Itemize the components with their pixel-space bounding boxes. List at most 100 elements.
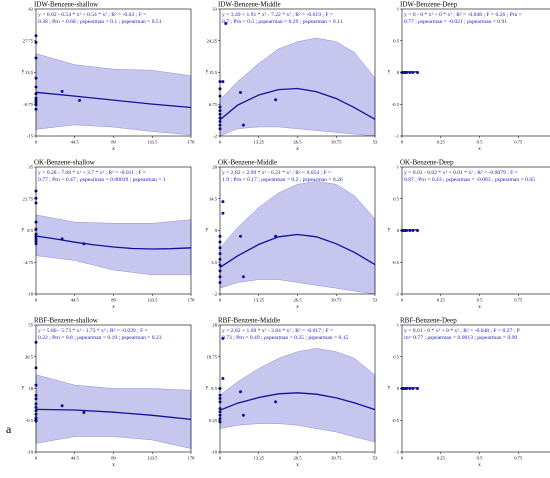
y-tick-label: 0 [397,70,400,75]
x-tick-label: 133.5 [147,140,158,145]
panel-title: RBF-Benzene-shallow [34,317,99,325]
y-tick-label: 3.5 [211,260,217,265]
y-tick-label: -0.5 [392,418,400,423]
equation-line: y = 6.02 - 6.54 * x¹ + 0.54 * x² ; R² = … [38,12,146,18]
y-tick-label: -0.5 [26,418,34,423]
data-point [408,71,412,74]
x-tick-label: 26.5 [293,456,302,461]
x-axis-label: x [296,304,299,310]
panel-3: IDW-Benzene-Deep y = 0 - 0 * x¹ + 0 * x² … [388,1,550,152]
x-tick-label: 53 [373,298,378,303]
x-tick-label: 39.75 [331,140,342,145]
y-tick-label: 14.5 [209,196,218,201]
x-tick-label: 53 [373,456,378,461]
x-tick-label: 0 [401,298,404,303]
x-tick-label: 53 [373,140,378,145]
data-point [274,98,278,102]
x-tick-label: 89 [111,298,116,303]
y-tick-label: 28 [212,323,217,328]
panel-title: OK-Benzene-Middle [218,159,277,167]
confidence-band [219,348,376,443]
equation-line: 0.77 ; Prn = 0.47 ; ρspearman = 0.00019 … [38,177,166,183]
data-point [411,387,415,390]
y-tick-label: -0.75 [23,102,33,107]
x-tick-label: 0.5 [477,298,483,303]
x-tick-label: 0.5 [477,456,483,461]
equation-line: y = 2.82 + 2.99 * x¹ - 6.21 * x² ; R² = … [222,170,331,176]
panel-title: OK-Benzene-shallow [34,159,96,167]
y-axis-label: y [388,385,391,391]
equation-line: y = 0 - 0 * x¹ + 0 * x² ; R² = -0.048 ; … [404,12,522,18]
equation-line: y = 6.28 - 7.68 * x¹ + 3.7 * x² ; R² = -… [38,170,146,176]
x-tick-label: 0 [219,456,222,461]
y-tick-label: -0.5 [392,260,400,265]
data-point [224,22,228,25]
y-axis-label: y [22,227,25,233]
y-tick-label: -1 [395,134,400,139]
data-point [274,234,278,238]
equation-line: y = 3.49 + 1.91 * x¹ - 7.22 * x² ; R² = … [222,12,333,18]
panel-title: IDW-Benzene-Middle [218,1,281,9]
fit-line [35,408,192,421]
x-tick-label: 0.25 [437,298,446,303]
panel-7: RBF-Benzene-shallow y = 5.86 - 5.73 * x¹ … [22,317,196,469]
y-tick-label: 0.5 [393,38,399,43]
data-point [82,411,86,414]
x-tick-label: 0.25 [437,140,446,145]
y-axis-label: y [206,227,209,233]
data-point [405,229,409,232]
x-tick-label: 178 [188,456,196,461]
data-point [221,80,225,84]
data-point [241,275,245,279]
panel-2: IDW-Benzene-Middle y = 3.49 + 1.91 * x¹ -… [206,1,378,153]
x-tick-label: 26.5 [293,298,302,303]
x-tick-label: 13.25 [254,298,265,303]
panel-title: IDW-Benzene-shallow [34,1,99,9]
x-tick-label: 0.75 [514,456,523,461]
y-axis-label: y [206,385,209,391]
data-point [405,71,409,74]
x-tick-label: 0 [35,298,38,303]
x-tick-label: 0 [401,140,404,145]
data-point [60,404,64,408]
x-tick-label: 13.25 [254,456,265,461]
panel-title: RBF-Benzene-Deep [400,317,457,325]
y-tick-label: -10 [211,450,218,455]
data-point [60,89,64,93]
x-tick-label: 13.25 [254,140,265,145]
fit-line [219,87,376,121]
y-tick-label: -4.75 [23,260,33,265]
x-axis-label: x [112,304,115,310]
y-tick-label: 0.5 [393,354,399,359]
y-tick-label: 0.5 [393,196,399,201]
y-tick-label: 21.75 [23,196,34,201]
x-tick-label: 0 [219,298,222,303]
x-axis-label: x [296,146,299,152]
x-axis-label: x [478,304,481,310]
y-tick-label: -2 [213,292,218,297]
data-point [408,229,412,232]
data-point [221,200,225,204]
equation-line: 0.22 ; Prn = 0.8 ; ρspearman = 0.19 ; ps… [38,335,162,341]
x-tick-label: 178 [188,298,196,303]
y-tick-label: 6.75 [209,102,218,107]
data-point [221,336,225,340]
equation-line: y = 0.01 - 0.02 * x¹ + 0.01 * x² ; R² = … [404,170,518,176]
y-tick-label: -0.5 [392,102,400,107]
panel-5: OK-Benzene-Middle y = 2.82 + 2.99 * x¹ - … [206,159,378,311]
x-tick-label: 26.5 [293,140,302,145]
y-tick-label: 35 [28,165,33,170]
data-point [221,377,225,380]
x-tick-label: 39.75 [331,456,342,461]
x-axis-label: x [478,146,481,152]
y-axis-label: y [388,227,391,233]
panel-9: RBF-Benzene-Deep y = 0.01 - 0 * x¹ + 0 * … [388,317,550,468]
x-tick-label: 133.5 [147,456,158,461]
y-tick-label: -18 [27,292,34,297]
equation-line: 0.87 ; Prn = 0.43 ; ρspearman = -0.083 ;… [404,177,535,183]
y-tick-label: 42 [28,7,33,12]
panel-title: RBF-Benzene-Middle [218,317,280,325]
x-tick-label: 0 [219,140,222,145]
equation-line: y = 0.01 - 0 * x¹ + 0 * x² ; R² = -0.048… [404,328,520,334]
